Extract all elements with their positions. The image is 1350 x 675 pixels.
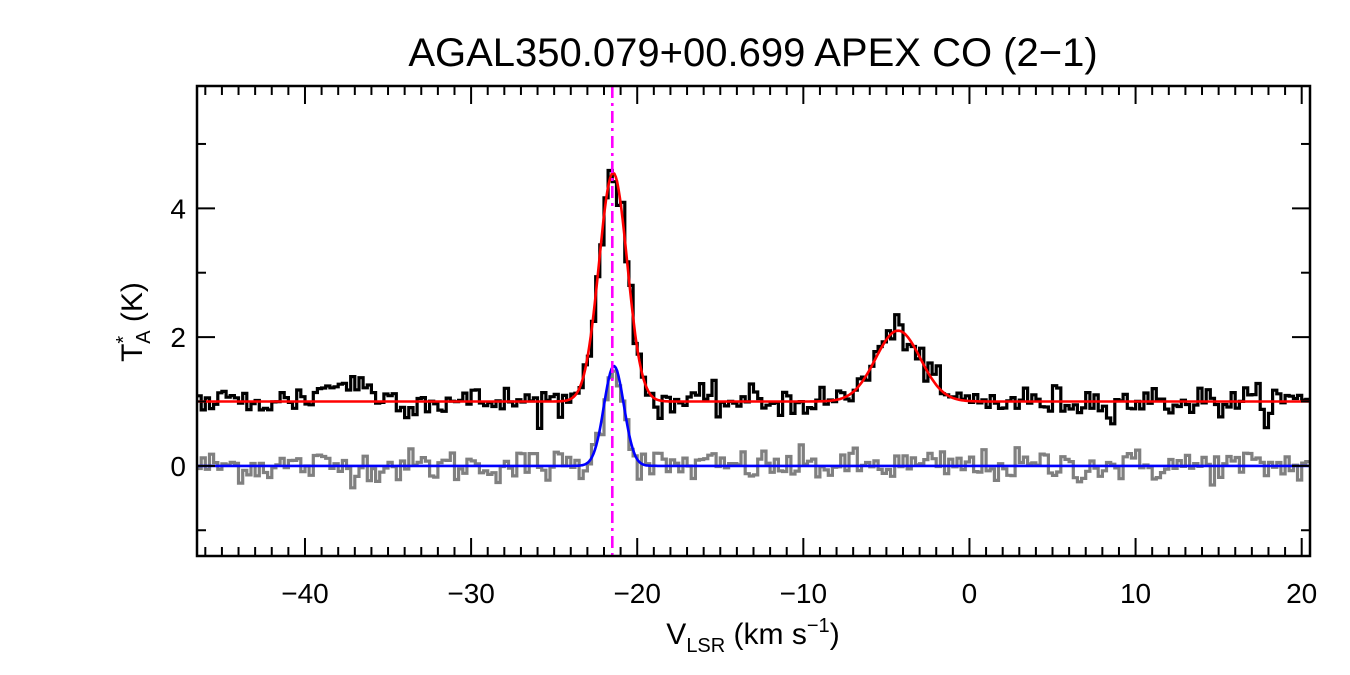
x-tick-label: −10 xyxy=(780,578,828,609)
x-tick-label: 20 xyxy=(1286,578,1317,609)
observed-spectrum-offset-line xyxy=(197,168,1310,430)
x-axis-label: VLSR (km s−1) xyxy=(666,615,839,657)
x-tick-label: −40 xyxy=(281,578,329,609)
y-axis-label: T*A (K) xyxy=(113,282,155,362)
x-tick-label: −30 xyxy=(447,578,495,609)
y-tick-label: 2 xyxy=(170,322,186,353)
ticks-layer: −40 −30 −20 −10 0 10 20 0 2 4 xyxy=(170,86,1317,609)
plot-frame xyxy=(195,84,1312,558)
y-tick-label: 0 xyxy=(170,451,186,482)
residual-fit-line xyxy=(197,364,1310,468)
series-layer xyxy=(197,86,1310,556)
x-tick-label: −20 xyxy=(613,578,661,609)
chart-title: AGAL350.079+00.699 APEX CO (2−1) xyxy=(408,31,1097,75)
x-tick-label: 0 xyxy=(962,578,978,609)
y-tick-label: 4 xyxy=(170,193,186,224)
x-tick-label: 10 xyxy=(1120,578,1151,609)
fit-offset-line xyxy=(197,171,1310,403)
residual-spectrum-line xyxy=(197,369,1310,490)
